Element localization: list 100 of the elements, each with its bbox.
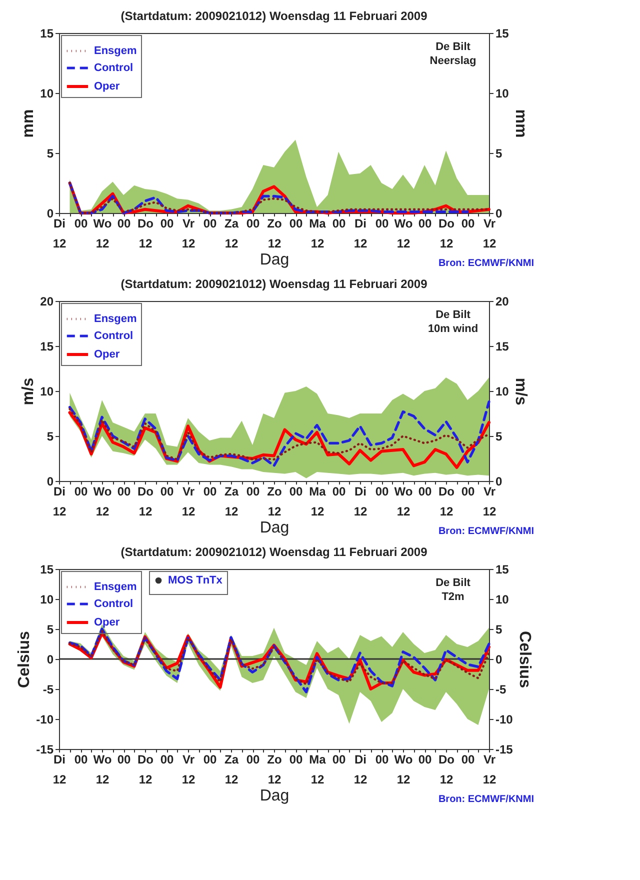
x-tick-label: Do 12 [438, 752, 454, 786]
x-tick-label: Wo 12 [93, 752, 112, 786]
y2-axis-title: m/s [512, 378, 529, 406]
x-tick-label: Za 12 [224, 752, 239, 786]
x-tick-label: Di 12 [52, 484, 66, 518]
y-tick-label: 10 [40, 592, 54, 606]
x-tick-label: 00 [74, 484, 88, 498]
x-tick-label: 00 [418, 216, 432, 230]
y2-axis-title: mm [512, 109, 529, 138]
legend-label: Oper [94, 348, 120, 360]
legend-label: Control [94, 330, 134, 342]
x-tick-label: 00 [117, 752, 131, 766]
x-tick-label: Ma 12 [309, 484, 326, 518]
y2-tick-label: 10 [496, 86, 510, 100]
x-tick-label: 00 [246, 216, 260, 230]
y2-tick-label: -15 [496, 742, 514, 756]
x-axis-title: Dag [260, 520, 290, 536]
y-tick-label: 15 [40, 340, 54, 354]
x-tick-label: Di 12 [52, 216, 66, 250]
x-tick-label: Zo 12 [267, 216, 282, 250]
x-tick-label: Vr 12 [182, 484, 196, 518]
annotation: 10m wind [428, 323, 478, 335]
y-tick-label: 5 [46, 430, 54, 444]
x-tick-label: 00 [289, 216, 303, 230]
x-tick-label: 00 [203, 484, 217, 498]
y-tick-label: -5 [42, 682, 54, 696]
x-tick-label: 00 [74, 752, 88, 766]
y2-tick-label: 0 [496, 474, 502, 488]
y2-tick-label: 10 [496, 592, 510, 606]
y2-tick-label: -5 [496, 682, 506, 696]
y-tick-label: 0 [46, 206, 54, 220]
x-tick-label: Za 12 [224, 484, 239, 518]
text: Bron: ECMWF/KNMI [438, 258, 534, 269]
chart-title: (Startdatum: 2009021012) Woensdag 11 Februari 2009 [120, 9, 428, 23]
y-tick-label: 5 [46, 622, 54, 636]
y2-tick-label: 0 [496, 206, 502, 220]
y2-axis-title: Celsius [516, 631, 533, 688]
y-tick-label: 0 [46, 474, 54, 488]
x-tick-label: Do 12 [138, 484, 154, 518]
x-tick-label: 00 [160, 752, 174, 766]
annotation: Neerslag [430, 55, 476, 67]
x-tick-label: 00 [246, 752, 260, 766]
annotation: T2m [442, 591, 465, 603]
x-tick-label: 00 [160, 484, 174, 498]
x-tick-label: Ma 12 [309, 216, 326, 250]
y-tick-label: 10 [40, 86, 54, 100]
y2-tick-label: 5 [496, 622, 502, 636]
annotation: De Bilt [436, 41, 471, 53]
x-tick-label: 00 [461, 752, 475, 766]
x-tick-label: 00 [332, 484, 346, 498]
x-tick-label: 00 [461, 216, 475, 230]
x-tick-label: Wo 12 [93, 484, 112, 518]
y2-tick-label: -10 [496, 712, 514, 726]
x-tick-label: 00 [289, 484, 303, 498]
x-tick-label: 00 [74, 216, 88, 230]
legend-label: Control [94, 62, 134, 74]
x-tick-label: Vr 12 [482, 216, 496, 250]
chart-title: (Startdatum: 2009021012) Woensdag 11 Februari 2009 [120, 545, 428, 559]
y-tick-label: 0 [46, 652, 54, 666]
y2-tick-label: 10 [496, 384, 510, 398]
x-tick-label: Wo 12 [93, 216, 112, 250]
legend-label: Ensgem [94, 581, 138, 593]
chart-title: (Startdatum: 2009021012) Woensdag 11 Februari 2009 [120, 277, 428, 291]
x-tick-label: Za 12 [224, 216, 239, 250]
x-tick-label: 00 [332, 216, 346, 230]
annotation: De Bilt [436, 309, 471, 321]
y-tick-label: 5 [46, 146, 54, 160]
x-tick-label: Di 12 [354, 216, 368, 250]
y2-tick-label: 15 [496, 340, 510, 354]
x-tick-label: Do 12 [138, 752, 154, 786]
x-tick-label: Wo 12 [394, 484, 413, 518]
x-tick-label: 00 [375, 216, 389, 230]
text: Bron: ECMWF/KNMI [438, 526, 534, 537]
x-tick-label: Vr 12 [482, 752, 496, 786]
y-tick-label: 10 [40, 384, 54, 398]
y-tick-label: 20 [40, 294, 54, 308]
x-tick-label: 00 [203, 216, 217, 230]
legend-label: Ensgem [94, 313, 138, 325]
x-tick-label: Do 12 [138, 216, 154, 250]
x-tick-label: Zo 12 [267, 752, 282, 786]
y-tick-label: -10 [36, 712, 54, 726]
x-tick-label: 00 [418, 484, 432, 498]
y-tick-label: -15 [36, 742, 54, 756]
x-tick-label: Di 12 [354, 752, 368, 786]
legend-label: Oper [94, 616, 120, 628]
y2-tick-label: 5 [496, 430, 502, 444]
x-tick-label: 00 [332, 752, 346, 766]
x-tick-label: Vr 12 [482, 484, 496, 518]
legend-label: MOS TnTx [168, 574, 224, 586]
x-tick-label: Di 12 [52, 752, 66, 786]
x-tick-label: Zo 12 [267, 484, 282, 518]
x-tick-label: 00 [461, 484, 475, 498]
y2-tick-label: 15 [496, 26, 510, 40]
x-tick-label: 00 [203, 752, 217, 766]
x-tick-label: Do 12 [438, 216, 454, 250]
y2-tick-label: 0 [496, 652, 502, 666]
y-axis-title: Celsius [16, 630, 34, 688]
x-tick-label: Wo 12 [394, 216, 413, 250]
annotation: De Bilt [436, 577, 471, 589]
y-tick-label: 15 [40, 562, 54, 576]
